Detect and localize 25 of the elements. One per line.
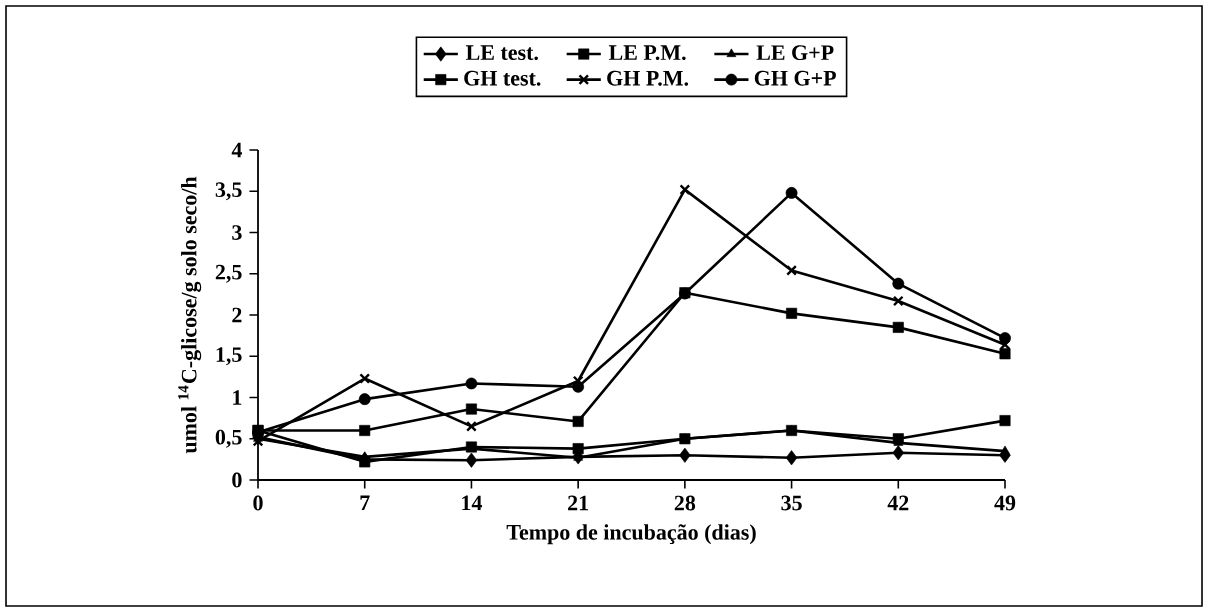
x-tick-label: 35 [781, 495, 802, 511]
x-axis-title: Tempo de incubação (dias) [506, 524, 756, 545]
x-tick-label: 21 [568, 495, 588, 511]
x-tick-label: 49 [994, 495, 1016, 511]
y-tick-label: 0 [232, 472, 242, 488]
legend-label: GH G+P [754, 70, 836, 86]
y-axis-title: umol $^{14}$C-glicose/g solo seco/h [178, 176, 202, 454]
y-tick-label: 3 [232, 225, 242, 240]
y-tick-label: 1,5 [216, 347, 242, 366]
y-tick-label: 1 [233, 390, 242, 405]
y-tick-label: 2,5 [215, 264, 242, 283]
y-tick-label: 3,5 [215, 182, 242, 201]
legend-label: LE test. [465, 45, 538, 61]
x-tick-label: 0 [253, 495, 263, 511]
y-tick-label: 2 [232, 307, 242, 323]
x-tick-label: 14 [462, 495, 483, 511]
legend-label: GH P.M. [607, 70, 689, 86]
y-tick-label: 4 [231, 142, 242, 158]
y-tick-label: 0,5 [215, 429, 242, 448]
x-tick-label: 42 [887, 495, 909, 511]
x-tick-label: 28 [674, 495, 696, 511]
legend-label: LE G+P [756, 45, 834, 61]
legend-label: LE P.M. [608, 45, 686, 61]
legend-label: GH test. [464, 70, 541, 86]
x-tick-label: 7 [360, 495, 370, 511]
